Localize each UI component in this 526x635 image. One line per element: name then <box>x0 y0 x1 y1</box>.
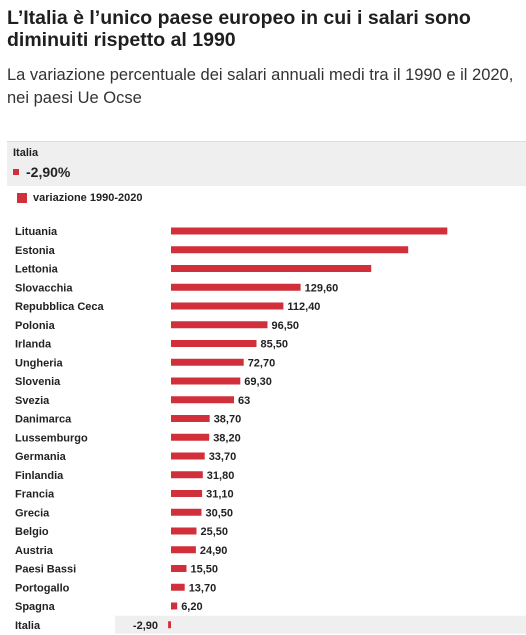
tooltip: Italia -2,90% <box>7 141 526 186</box>
value-label-portogallo: 13,70 <box>189 582 217 594</box>
bar-ungheria[interactable] <box>171 358 244 366</box>
legend-swatch <box>17 193 27 203</box>
category-label-portogallo: Portogallo <box>15 582 70 594</box>
category-label-lettonia: Lettonia <box>15 264 59 276</box>
category-label-danimarca: Danimarca <box>15 414 72 426</box>
value-label-francia: 31,10 <box>206 489 234 501</box>
tooltip-swatch <box>13 169 19 175</box>
value-label-austria: 24,90 <box>200 545 228 557</box>
highlight-row <box>115 615 526 634</box>
value-label-grecia: 30,50 <box>206 507 234 519</box>
category-label-slovacchia: Slovacchia <box>15 282 73 294</box>
value-label-ungheria: 72,70 <box>248 357 276 369</box>
chart-subtitle: La variazione percentuale dei salari ann… <box>7 66 514 107</box>
bar-austria[interactable] <box>171 546 196 554</box>
bar-estonia[interactable] <box>171 246 409 254</box>
tooltip-country: Italia <box>13 147 39 159</box>
legend-label: variazione 1990-2020 <box>33 192 143 204</box>
category-label-polonia: Polonia <box>15 320 56 332</box>
value-label-germania: 33,70 <box>209 451 237 463</box>
bar-polonia[interactable] <box>171 321 268 329</box>
value-label-paesi-bassi: 15,50 <box>191 564 219 576</box>
bar-slovenia[interactable] <box>171 377 241 385</box>
bar-belgio[interactable] <box>171 527 197 535</box>
category-label-spagna: Spagna <box>15 601 56 613</box>
bar-irlanda[interactable] <box>171 340 257 347</box>
bar-italia[interactable] <box>168 621 171 629</box>
category-label-lituania: Lituania <box>15 226 58 238</box>
category-label-lussemburgo: Lussemburgo <box>15 432 88 444</box>
category-label-austria: Austria <box>15 545 54 557</box>
bar-finlandia[interactable] <box>171 471 203 479</box>
bar-slovacchia[interactable] <box>171 283 301 291</box>
bar-svezia[interactable] <box>171 396 234 404</box>
category-label-finlandia: Finlandia <box>15 470 64 482</box>
category-label-irlanda: Irlanda <box>15 339 52 351</box>
category-label-ungheria: Ungheria <box>15 357 64 369</box>
bar-grecia[interactable] <box>171 508 202 516</box>
value-label-slovacchia: 129,60 <box>305 282 339 294</box>
value-label-italia: -2,90 <box>133 620 158 632</box>
category-label-germania: Germania <box>15 451 67 463</box>
value-label-svezia: 63 <box>238 395 250 407</box>
bar-spagna[interactable] <box>171 602 178 610</box>
bar-repubblica-ceca[interactable] <box>171 302 284 310</box>
value-label-belgio: 25,50 <box>201 526 229 538</box>
bar-paesi-bassi[interactable] <box>171 565 187 572</box>
category-label-italia: Italia <box>15 620 41 632</box>
bar-lussemburgo[interactable] <box>171 433 210 441</box>
value-label-polonia: 96,50 <box>272 320 300 332</box>
bar-danimarca[interactable] <box>171 415 210 422</box>
value-label-repubblica-ceca: 112,40 <box>287 301 320 313</box>
tooltip-value: -2,90% <box>26 164 71 180</box>
category-label-repubblica-ceca: Repubblica Ceca <box>15 301 105 313</box>
category-label-paesi-bassi: Paesi Bassi <box>15 564 76 576</box>
bar-germania[interactable] <box>171 452 205 460</box>
category-label-estonia: Estonia <box>15 245 56 257</box>
value-label-danimarca: 38,70 <box>214 414 242 426</box>
bar-lettonia[interactable] <box>171 265 372 272</box>
value-label-spagna: 6,20 <box>181 601 202 613</box>
category-label-svezia: Svezia <box>15 395 50 407</box>
legend[interactable]: variazione 1990-2020 <box>17 191 142 205</box>
category-label-francia: Francia <box>15 489 55 501</box>
bar-francia[interactable] <box>171 490 203 497</box>
value-label-irlanda: 85,50 <box>261 339 289 351</box>
value-label-finlandia: 31,80 <box>207 470 235 482</box>
bar-portogallo[interactable] <box>171 583 185 591</box>
value-label-lussemburgo: 38,20 <box>213 432 241 444</box>
category-label-belgio: Belgio <box>15 526 49 538</box>
chart-title: L’Italia è l’unico paese europeo in cui … <box>7 7 471 51</box>
value-label-slovenia: 69,30 <box>244 376 272 388</box>
bar-lituania[interactable] <box>171 227 448 235</box>
category-label-grecia: Grecia <box>15 507 50 519</box>
category-label-slovenia: Slovenia <box>15 376 61 388</box>
